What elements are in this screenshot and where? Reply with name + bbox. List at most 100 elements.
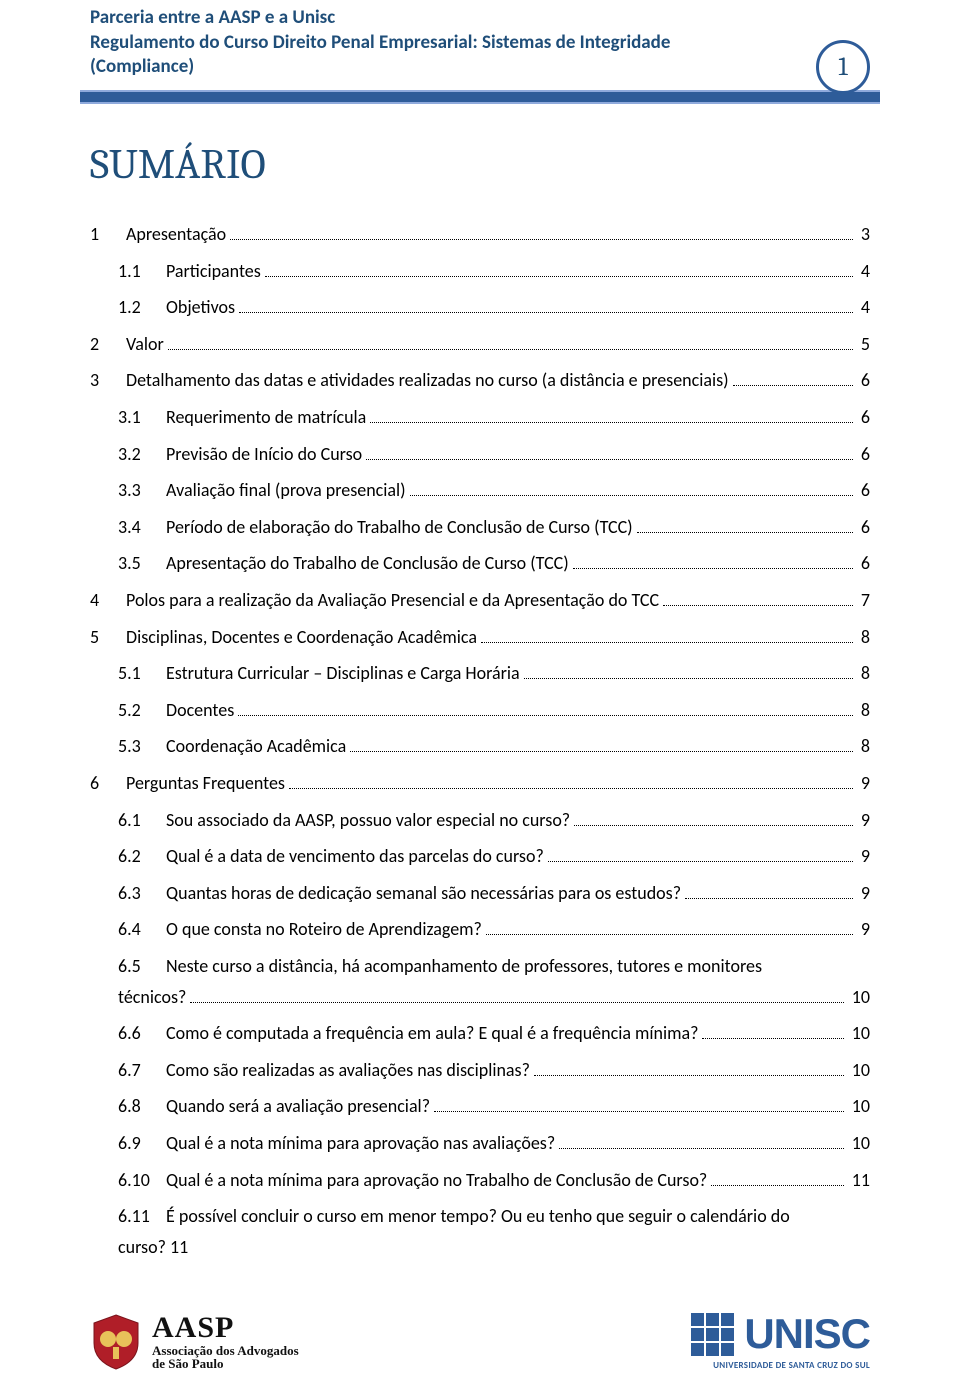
toc-page: 8	[857, 695, 870, 726]
toc-leader-dots	[238, 700, 853, 716]
toc-page: 8	[857, 658, 870, 689]
toc-number: 6.2	[90, 841, 166, 872]
toc-page: 8	[857, 731, 870, 762]
toc-entry: 1.2Objetivos 4	[90, 292, 870, 323]
toc-number: 3.4	[90, 512, 166, 543]
toc-entry: 2Valor 5	[90, 329, 870, 360]
toc-label: Participantes	[166, 256, 261, 287]
toc-leader-dots	[663, 590, 853, 606]
toc-number: 3.5	[90, 548, 166, 579]
toc-page: 7	[857, 585, 870, 616]
toc-number: 6	[90, 768, 126, 799]
toc-page: 3	[857, 219, 870, 250]
toc-label: Detalhamento das datas e atividades real…	[126, 365, 729, 396]
toc-leader-dots	[481, 626, 853, 642]
header-line-2: Regulamento do Curso Direito Penal Empre…	[90, 31, 870, 56]
toc-label: Qual é a nota mínima para aprovação nas …	[166, 1128, 555, 1159]
toc-number: 1	[90, 219, 126, 250]
unisc-grid-icon	[690, 1312, 735, 1357]
toc-number: 6.3	[90, 878, 166, 909]
header-divider-bar	[80, 90, 880, 104]
toc-leader-dots	[265, 260, 853, 276]
toc-leader-dots	[370, 407, 852, 423]
header-line-3: (Compliance)	[90, 55, 870, 80]
toc-leader-dots	[239, 297, 853, 313]
toc-number: 4	[90, 585, 126, 616]
toc-leader-dots	[574, 809, 853, 825]
toc-leader-dots	[733, 370, 853, 386]
toc-label-cont: curso? 11	[90, 1232, 188, 1263]
toc-page: 6	[857, 402, 870, 433]
toc-label: É possível concluir o curso em menor tem…	[166, 1201, 790, 1232]
toc-page: 10	[848, 1018, 870, 1049]
toc-page: 10	[848, 1091, 870, 1122]
toc-page: 8	[857, 622, 870, 653]
table-of-contents: 1Apresentação 31.1Participantes 41.2Obje…	[90, 219, 870, 1262]
toc-leader-dots	[168, 334, 853, 350]
toc-entry: 3.1Requerimento de matrícula 6	[90, 402, 870, 433]
toc-entry: 6.7Como são realizadas as avaliações nas…	[90, 1055, 870, 1086]
toc-page: 6	[857, 512, 870, 543]
toc-leader-dots	[190, 986, 843, 1002]
toc-number: 5.3	[90, 731, 166, 762]
aasp-logo: AASP Associação dos Advogados de São Pau…	[90, 1312, 299, 1371]
toc-label: Apresentação do Trabalho de Conclusão de…	[166, 548, 569, 579]
toc-label: Docentes	[166, 695, 234, 726]
aasp-name: AASP	[152, 1312, 299, 1344]
toc-entry: 1.1Participantes 4	[90, 256, 870, 287]
toc-number: 6.4	[90, 914, 166, 945]
page-footer: AASP Associação dos Advogados de São Pau…	[90, 1310, 870, 1371]
toc-entry: 6.5Neste curso a distância, há acompanha…	[90, 951, 870, 1012]
toc-leader-dots	[486, 919, 853, 935]
toc-page: 6	[857, 365, 870, 396]
toc-page: 4	[857, 256, 870, 287]
toc-label: Polos para a realização da Avaliação Pre…	[126, 585, 659, 616]
aasp-sub-2: de São Paulo	[152, 1357, 299, 1371]
toc-page: 4	[857, 292, 870, 323]
toc-number: 5.2	[90, 695, 166, 726]
toc-entry: 3.5Apresentação do Trabalho de Conclusão…	[90, 548, 870, 579]
toc-label: Valor	[126, 329, 164, 360]
aasp-shield-icon	[90, 1313, 142, 1371]
toc-label: Como é computada a frequência em aula? E…	[166, 1018, 698, 1049]
toc-leader-dots	[685, 883, 853, 899]
toc-entry: 3Detalhamento das datas e atividades rea…	[90, 365, 870, 396]
toc-entry: 6.11É possível concluir o curso em menor…	[90, 1201, 870, 1262]
unisc-sub: UNIVERSIDADE DE SANTA CRUZ DO SUL	[690, 1360, 870, 1371]
toc-entry: 6.4O que consta no Roteiro de Aprendizag…	[90, 914, 870, 945]
toc-entry: 5.1Estrutura Curricular – Disciplinas e …	[90, 658, 870, 689]
toc-label: Neste curso a distância, há acompanhamen…	[166, 951, 762, 982]
toc-page: 10	[848, 1055, 870, 1086]
toc-leader-dots	[434, 1096, 844, 1112]
toc-page: 9	[857, 805, 870, 836]
toc-page: 6	[857, 475, 870, 506]
toc-number: 5.1	[90, 658, 166, 689]
toc-entry: 6.9Qual é a nota mínima para aprovação n…	[90, 1128, 870, 1159]
toc-leader-dots	[711, 1169, 843, 1185]
toc-number: 1.1	[90, 256, 166, 287]
page-number-badge: 1	[816, 40, 870, 94]
toc-entry: 3.4Período de elaboração do Trabalho de …	[90, 512, 870, 543]
toc-label: Apresentação	[126, 219, 226, 250]
toc-entry: 6.1Sou associado da AASP, possuo valor e…	[90, 805, 870, 836]
toc-number: 3.2	[90, 439, 166, 470]
toc-entry: 5.3Coordenação Acadêmica 8	[90, 731, 870, 762]
toc-entry: 6.10Qual é a nota mínima para aprovação …	[90, 1165, 870, 1196]
page-number: 1	[838, 52, 847, 82]
toc-entry: 6.6Como é computada a frequência em aula…	[90, 1018, 870, 1049]
toc-entry: 3.3Avaliação final (prova presencial) 6	[90, 475, 870, 506]
toc-entry: 6.8Quando será a avaliação presencial? 1…	[90, 1091, 870, 1122]
toc-label: Requerimento de matrícula	[166, 402, 366, 433]
toc-leader-dots	[702, 1023, 843, 1039]
toc-number: 6.10	[90, 1165, 166, 1196]
toc-label: Estrutura Curricular – Disciplinas e Car…	[166, 658, 520, 689]
unisc-logo: UNISC UNIVERSIDADE DE SANTA CRUZ DO SUL	[690, 1310, 870, 1371]
toc-page: 9	[857, 914, 870, 945]
toc-entry: 1Apresentação 3	[90, 219, 870, 250]
toc-number: 6.9	[90, 1128, 166, 1159]
toc-page: 10	[848, 982, 870, 1013]
toc-number: 6.11	[90, 1201, 166, 1232]
toc-page: 9	[857, 841, 870, 872]
unisc-name: UNISC	[744, 1310, 870, 1358]
toc-label: Quando será a avaliação presencial?	[166, 1091, 430, 1122]
